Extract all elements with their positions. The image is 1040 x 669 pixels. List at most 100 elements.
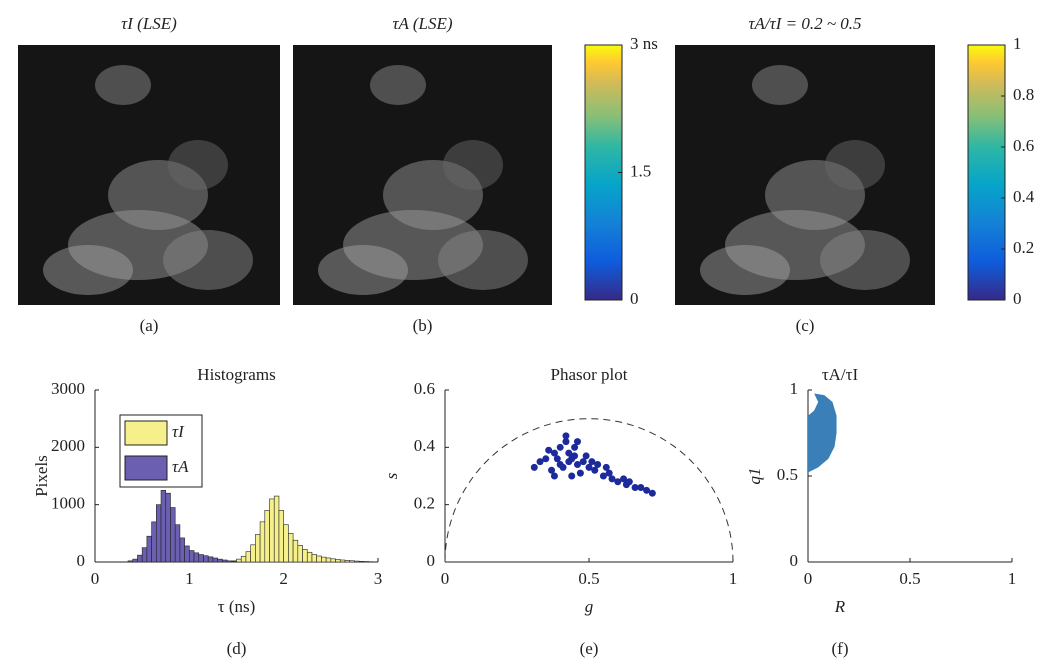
x-tick-label: 0.5 xyxy=(578,569,599,588)
hist-bar xyxy=(312,555,317,562)
hist-bar xyxy=(260,522,265,562)
y-tick-label: 3 ns xyxy=(630,34,658,53)
y-tick-label: 0.4 xyxy=(414,436,436,455)
phasor-point xyxy=(577,470,584,477)
hist-bar xyxy=(279,510,284,562)
x-axis-label: τ (ns) xyxy=(218,597,256,616)
hist-bar xyxy=(208,557,213,562)
y-tick-label: 1 xyxy=(1013,34,1022,53)
hist-bar xyxy=(213,558,218,562)
hist-bar xyxy=(128,561,133,562)
panel-label: (a) xyxy=(140,316,159,335)
hist-bar xyxy=(303,549,308,562)
chart-title: Histograms xyxy=(197,365,275,384)
hist-bar xyxy=(227,561,232,562)
hist-bar xyxy=(298,545,303,562)
y-axis-label: s xyxy=(382,472,401,479)
x-axis-label: g xyxy=(585,597,594,616)
hist-bar xyxy=(246,552,251,562)
hist-bar xyxy=(251,545,256,562)
hist-bar xyxy=(350,561,355,562)
panel-label: (b) xyxy=(413,316,433,335)
image-title: τA/τI = 0.2 ~ 0.5 xyxy=(748,14,861,33)
legend-swatch xyxy=(125,456,167,480)
legend-label: τI xyxy=(172,422,185,441)
x-tick-label: 1 xyxy=(185,569,194,588)
y-tick-label: 0 xyxy=(77,551,86,570)
hist-bar xyxy=(152,522,157,562)
y-tick-label: 1000 xyxy=(51,494,85,513)
phasor-point xyxy=(603,464,610,471)
colorbar xyxy=(968,45,1005,300)
x-tick-label: 0 xyxy=(804,569,813,588)
hist-bar xyxy=(288,533,293,562)
hist-bar xyxy=(354,561,359,562)
hist-bar xyxy=(359,561,364,562)
phasor-point xyxy=(531,464,538,471)
hist-bar xyxy=(189,551,194,562)
hist-bar xyxy=(270,499,275,562)
x-axis-label: R xyxy=(834,597,846,616)
phasor-point xyxy=(557,461,564,468)
hist-bar xyxy=(137,555,142,562)
phasor-point xyxy=(565,458,572,465)
hist-bar xyxy=(218,559,223,562)
phasor-point xyxy=(568,473,575,480)
phasor-point xyxy=(571,452,578,459)
y-tick-label: 0 xyxy=(427,551,436,570)
legend-swatch xyxy=(125,421,167,445)
y-tick-label: 0 xyxy=(630,289,639,308)
hist-bar xyxy=(340,560,345,562)
hist-bar xyxy=(232,561,237,562)
hist-bar xyxy=(265,510,270,562)
phasor-point xyxy=(588,458,595,465)
panel-label: (f) xyxy=(832,639,849,658)
hist-bar xyxy=(331,559,336,562)
y-tick-label: 2000 xyxy=(51,436,85,455)
hist-bar xyxy=(345,560,350,562)
phasor-point xyxy=(583,452,590,459)
phasor-point xyxy=(637,484,644,491)
panel-label: (c) xyxy=(796,316,815,335)
chart-title: τA/τI xyxy=(822,365,859,384)
legend-label: τA xyxy=(172,457,189,476)
y-tick-label: 1 xyxy=(790,379,799,398)
y-tick-label: 0.6 xyxy=(414,379,435,398)
phasor-point xyxy=(557,444,564,451)
hist-bar xyxy=(170,508,175,562)
y-axis-label: q1 xyxy=(745,468,764,485)
x-tick-label: 2 xyxy=(279,569,288,588)
phasor-point xyxy=(626,478,633,485)
hist-bar xyxy=(185,546,190,562)
universal-circle xyxy=(445,419,733,562)
hist-bar xyxy=(307,552,312,562)
hist-bar xyxy=(199,555,204,562)
phasor-point xyxy=(551,473,558,480)
x-tick-label: 0 xyxy=(441,569,450,588)
phasor-point xyxy=(649,490,656,497)
y-tick-label: 0.2 xyxy=(414,494,435,513)
panel-label: (e) xyxy=(580,639,599,658)
hist-bar xyxy=(237,559,242,562)
y-axis-label: Pixels xyxy=(32,455,51,497)
x-tick-label: 0.5 xyxy=(899,569,920,588)
image-title: τA (LSE) xyxy=(392,14,452,33)
hist-bar xyxy=(147,536,152,562)
hist-bar xyxy=(133,559,138,562)
y-tick-label: 0 xyxy=(790,551,799,570)
chart-title: Phasor plot xyxy=(551,365,628,384)
hist-bar xyxy=(180,538,185,562)
hist-bar xyxy=(194,553,199,562)
hist-bar xyxy=(336,559,341,562)
x-tick-label: 0 xyxy=(91,569,100,588)
hist-bar xyxy=(326,558,331,562)
hist-bar xyxy=(255,534,260,562)
colorbar xyxy=(585,45,622,300)
hist-bar xyxy=(274,496,279,562)
y-tick-label: 0.5 xyxy=(777,465,798,484)
hist-bar xyxy=(161,490,166,562)
phasor-point xyxy=(574,438,581,445)
y-tick-label: 3000 xyxy=(51,379,85,398)
